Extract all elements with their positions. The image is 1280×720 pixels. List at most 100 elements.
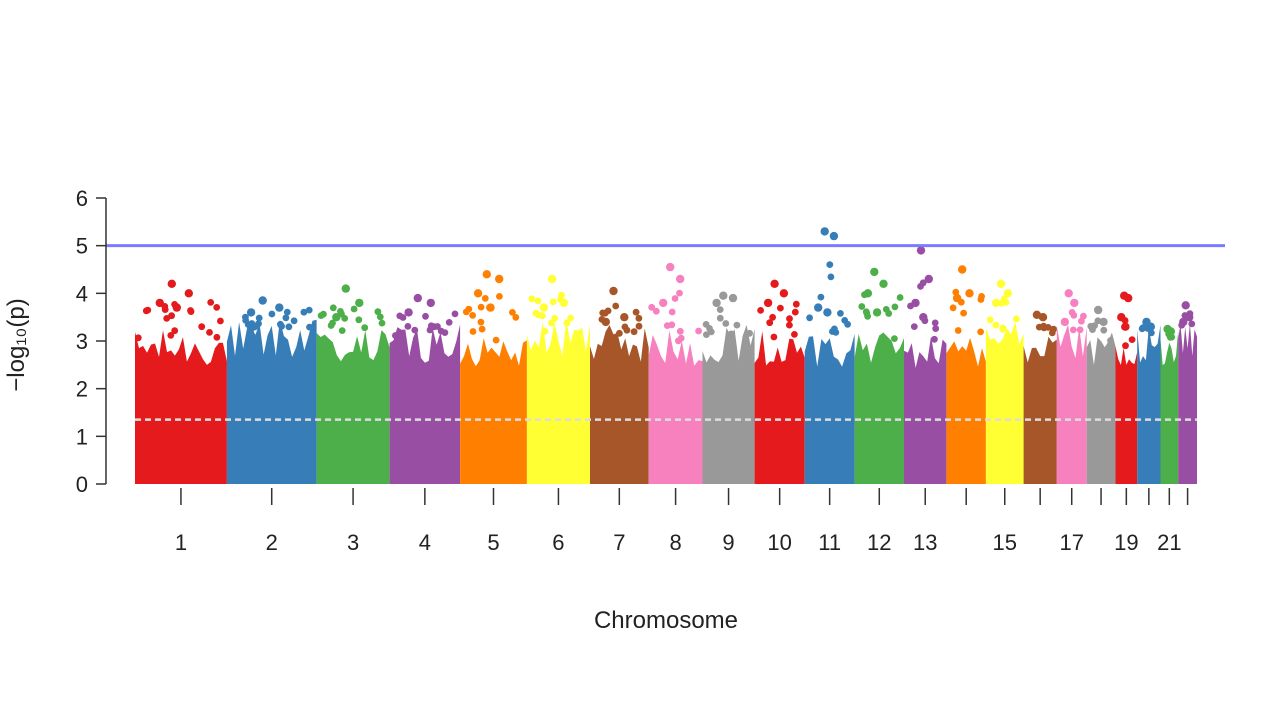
top-snp-point	[712, 298, 721, 308]
top-snp-point	[916, 246, 926, 255]
snp-point	[635, 322, 643, 330]
x-tick-label: 13	[913, 530, 937, 555]
snp-point	[977, 328, 984, 336]
snp-point	[558, 291, 565, 299]
snp-point	[632, 308, 640, 316]
chromosome-22-points	[1178, 301, 1197, 484]
snp-point	[477, 318, 485, 326]
snp-point	[707, 328, 715, 336]
x-tick-label: 17	[1059, 530, 1083, 555]
snp-point	[376, 313, 384, 321]
snp-point	[549, 298, 557, 306]
top-snp-point	[659, 298, 668, 308]
snp-point	[676, 289, 683, 297]
chromosome-18-points	[1086, 305, 1116, 484]
snp-point	[422, 312, 429, 320]
y-tick-label: 3	[76, 329, 88, 354]
chromosome-17-points	[1056, 289, 1087, 484]
snp-point	[187, 308, 195, 315]
chromosome-21-points	[1160, 324, 1179, 484]
snp-point	[512, 314, 520, 321]
x-tick-label: 7	[613, 530, 625, 555]
top-snp-point	[1121, 322, 1130, 331]
chromosome-8-points	[648, 262, 703, 484]
snp-point	[350, 305, 358, 313]
y-ticks-layer: 0 1 2 3 4 5 6	[76, 186, 106, 497]
top-snp-point	[167, 279, 176, 288]
snp-point	[268, 310, 276, 318]
snp-point	[770, 333, 778, 341]
snp-point	[635, 314, 643, 322]
top-snp-point	[495, 274, 504, 284]
snp-point	[492, 336, 500, 344]
chromosome-12-snp-cloud	[854, 332, 904, 484]
snp-point	[829, 328, 836, 335]
snp-point	[676, 327, 684, 335]
snp-point	[300, 308, 308, 316]
top-snp-point	[155, 298, 164, 308]
chromosome-7-snp-cloud	[590, 325, 649, 484]
chromosome-14-points	[946, 265, 986, 484]
snp-point	[320, 310, 327, 318]
top-snp-point	[919, 313, 928, 322]
snp-point	[278, 322, 285, 330]
x-tick-label: 11	[818, 530, 841, 555]
x-tick-label: 15	[993, 530, 1017, 555]
chromosome-11-points	[804, 227, 855, 484]
snp-point	[844, 320, 851, 328]
snp-point	[213, 333, 221, 341]
snp-point	[528, 295, 536, 303]
snp-point	[1139, 324, 1147, 332]
chromosome-5-points	[460, 270, 527, 484]
snp-point	[910, 323, 918, 330]
top-snp-point	[863, 289, 873, 298]
snp-point	[217, 317, 224, 325]
snp-point	[733, 321, 741, 329]
snp-point	[931, 335, 938, 343]
x-ticks-layer: 1 2 3 4 5 6 7 8 9 10 11 12 13 15 17 19 21	[175, 488, 1189, 555]
top-snp-point	[770, 279, 779, 288]
snp-point	[977, 296, 985, 303]
top-snp-point	[184, 289, 193, 298]
snp-point	[361, 324, 369, 332]
snp-point	[882, 306, 890, 313]
x-tick-label: 3	[347, 530, 359, 555]
snp-point	[1068, 309, 1076, 316]
snp-point	[757, 307, 764, 314]
snp-point	[465, 305, 473, 313]
chromosome-2-snp-cloud	[226, 319, 317, 484]
snp-point	[792, 300, 800, 308]
snp-point	[144, 306, 152, 314]
x-tick-label: 8	[669, 530, 681, 555]
snp-point	[1107, 337, 1114, 344]
snp-point	[827, 273, 835, 281]
chromosome-11-snp-cloud	[804, 333, 855, 484]
snp-point	[896, 294, 904, 301]
x-tick-label: 9	[722, 530, 734, 555]
snp-point	[509, 309, 516, 316]
chromosome-3-snp-cloud	[316, 330, 390, 484]
top-snp-point	[823, 308, 832, 317]
top-snp-point	[676, 274, 685, 284]
snp-point	[777, 304, 784, 312]
snp-point	[1148, 329, 1155, 337]
snp-point	[817, 293, 825, 301]
x-tick-label: 4	[419, 530, 431, 555]
snp-point	[548, 319, 555, 327]
top-snp-point	[486, 303, 495, 312]
x-tick-label: 6	[552, 530, 564, 555]
snp-point	[826, 261, 834, 268]
x-axis-title: Chromosome	[594, 607, 738, 634]
data-points-layer	[134, 227, 1197, 484]
chromosome-19-snp-cloud	[1115, 346, 1138, 484]
chromosome-1-snp-cloud	[135, 330, 227, 484]
snp-point	[648, 303, 656, 311]
snp-point	[992, 321, 1000, 329]
chromosome-22-snp-cloud	[1178, 323, 1197, 484]
top-snp-point	[991, 298, 1001, 308]
top-snp-point	[879, 279, 888, 288]
chromosome-17-snp-cloud	[1056, 324, 1087, 484]
snp-point	[1000, 295, 1008, 303]
chromosome-20-snp-cloud	[1137, 324, 1161, 484]
snp-point	[329, 304, 337, 312]
